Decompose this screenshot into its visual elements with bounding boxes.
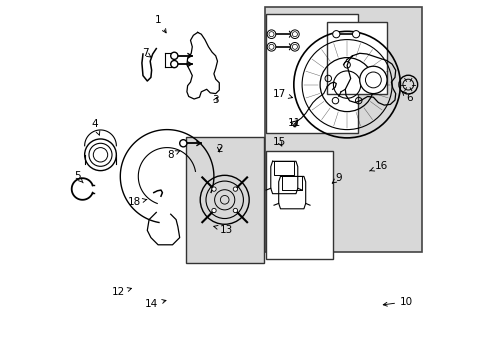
Circle shape <box>211 208 216 213</box>
Circle shape <box>290 30 299 39</box>
Circle shape <box>268 32 273 37</box>
Circle shape <box>365 72 381 88</box>
Circle shape <box>268 44 273 49</box>
Circle shape <box>292 44 297 49</box>
Bar <box>265 7 421 252</box>
Text: 7: 7 <box>142 48 151 58</box>
Text: 4: 4 <box>92 119 100 135</box>
Circle shape <box>170 60 178 68</box>
Text: 8: 8 <box>167 150 180 160</box>
Text: 18: 18 <box>128 197 146 207</box>
Circle shape <box>266 42 275 51</box>
Text: 15: 15 <box>273 137 286 147</box>
Text: 16: 16 <box>369 161 387 171</box>
Bar <box>265 14 357 133</box>
Text: 12: 12 <box>111 287 131 297</box>
Text: 14: 14 <box>144 299 165 309</box>
Text: 13: 13 <box>213 225 233 235</box>
Circle shape <box>170 52 178 59</box>
Text: 10: 10 <box>383 297 412 307</box>
Bar <box>326 22 386 94</box>
Text: 6: 6 <box>401 91 411 103</box>
Bar <box>265 151 332 259</box>
Circle shape <box>290 42 299 51</box>
Circle shape <box>352 31 359 38</box>
Text: 2: 2 <box>216 144 222 154</box>
Circle shape <box>233 187 237 191</box>
Circle shape <box>332 31 339 38</box>
Text: 11: 11 <box>287 118 300 128</box>
Circle shape <box>211 187 216 191</box>
Circle shape <box>359 66 386 94</box>
Text: 1: 1 <box>154 15 166 33</box>
Text: 17: 17 <box>272 89 292 99</box>
Circle shape <box>233 208 237 213</box>
Circle shape <box>292 32 297 37</box>
Text: 9: 9 <box>331 173 341 183</box>
Circle shape <box>179 140 186 147</box>
Text: 5: 5 <box>74 171 83 183</box>
Circle shape <box>266 30 275 39</box>
Text: 3: 3 <box>212 95 219 105</box>
Bar <box>186 137 263 263</box>
